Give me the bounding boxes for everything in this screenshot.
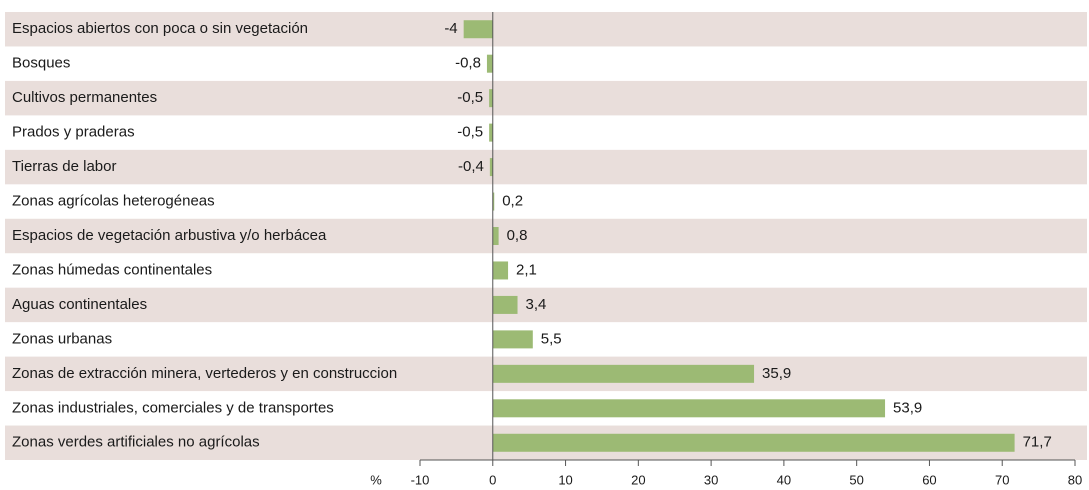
row-band bbox=[5, 12, 1087, 47]
row-band bbox=[5, 287, 1087, 323]
value-label: 0,8 bbox=[507, 227, 528, 244]
x-tick-label: -10 bbox=[411, 472, 430, 487]
x-tick-label: 30 bbox=[704, 472, 718, 487]
value-label: -0,8 bbox=[455, 55, 481, 72]
x-tick-label: 10 bbox=[558, 472, 572, 487]
bar bbox=[463, 20, 493, 39]
x-tick-label: 80 bbox=[1068, 472, 1082, 487]
x-tick-label: 70 bbox=[995, 472, 1009, 487]
bar bbox=[492, 364, 755, 383]
bar bbox=[489, 123, 493, 142]
x-tick-label: 40 bbox=[777, 472, 791, 487]
category-label: Tierras de labor bbox=[12, 158, 117, 175]
value-label: -0,5 bbox=[457, 124, 483, 141]
bar bbox=[489, 89, 493, 108]
bar bbox=[492, 399, 886, 418]
x-axis-label: % bbox=[370, 472, 382, 487]
category-label: Zonas verdes artificiales no agrícolas bbox=[12, 434, 260, 451]
value-label: 5,5 bbox=[541, 330, 562, 347]
x-tick-label: 50 bbox=[849, 472, 863, 487]
x-tick-label: 0 bbox=[489, 472, 496, 487]
value-label: 35,9 bbox=[762, 365, 791, 382]
value-label: 53,9 bbox=[893, 399, 922, 416]
x-tick-label: 20 bbox=[631, 472, 645, 487]
row-band bbox=[5, 80, 1087, 116]
bar bbox=[492, 295, 518, 314]
value-label: -0,5 bbox=[457, 89, 483, 106]
value-label: 3,4 bbox=[526, 296, 547, 313]
bar bbox=[492, 261, 509, 280]
value-label: 71,7 bbox=[1023, 434, 1052, 451]
row-band bbox=[5, 149, 1087, 185]
category-label: Bosques bbox=[12, 55, 70, 72]
value-label: 2,1 bbox=[516, 261, 537, 278]
category-label: Prados y praderas bbox=[12, 124, 135, 141]
x-tick-label: 60 bbox=[922, 472, 936, 487]
bar bbox=[486, 54, 493, 73]
bar bbox=[492, 330, 533, 349]
bar bbox=[492, 227, 499, 245]
value-label: -4 bbox=[444, 20, 457, 37]
category-label: Zonas industriales, comerciales y de tra… bbox=[12, 399, 334, 416]
category-label: Espacios abiertos con poca o sin vegetac… bbox=[12, 20, 308, 37]
category-label: Espacios de vegetación arbustiva y/o her… bbox=[12, 227, 327, 244]
category-label: Aguas continentales bbox=[12, 296, 147, 313]
bar bbox=[489, 158, 493, 177]
category-label: Zonas agrícolas heterogéneas bbox=[12, 193, 215, 210]
value-label: -0,4 bbox=[458, 158, 484, 175]
value-label: 0,2 bbox=[502, 193, 523, 210]
row-band bbox=[5, 218, 1087, 254]
category-label: Zonas húmedas continentales bbox=[12, 261, 212, 278]
bar bbox=[492, 433, 1015, 452]
bar bbox=[492, 192, 495, 211]
category-label: Cultivos permanentes bbox=[12, 89, 157, 106]
category-label: Zonas de extracción minera, vertederos y… bbox=[12, 365, 397, 382]
category-label: Zonas urbanas bbox=[12, 330, 112, 347]
